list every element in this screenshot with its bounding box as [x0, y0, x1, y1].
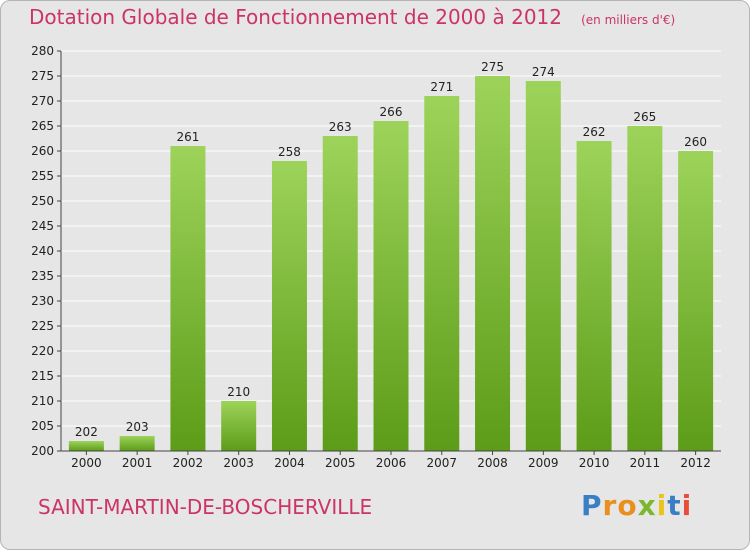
- proxiti-logo: Proxiti: [581, 489, 692, 522]
- y-tick-label: 245: [31, 219, 54, 233]
- logo-letter: t: [667, 489, 682, 522]
- x-tick-label: 2006: [376, 456, 407, 470]
- x-tick-label: 2005: [325, 456, 356, 470]
- y-tick-label: 265: [31, 119, 54, 133]
- bar: [525, 81, 561, 451]
- data-label: 275: [481, 60, 504, 74]
- title-row: Dotation Globale de Fonctionnement de 20…: [29, 5, 675, 29]
- bar: [373, 121, 409, 451]
- y-tick-label: 235: [31, 269, 54, 283]
- bar: [170, 146, 206, 451]
- data-label: 265: [633, 110, 656, 124]
- y-tick-label: 220: [31, 344, 54, 358]
- logo-letter: P: [581, 489, 603, 522]
- data-label: 210: [227, 385, 250, 399]
- x-tick-label: 2004: [274, 456, 305, 470]
- y-tick-label: 200: [31, 444, 54, 458]
- data-label: 263: [329, 120, 352, 134]
- y-tick-label: 270: [31, 94, 54, 108]
- bar: [475, 76, 511, 451]
- bar: [322, 136, 358, 451]
- data-label: 202: [75, 425, 98, 439]
- x-tick-label: 2000: [71, 456, 102, 470]
- data-label: 260: [684, 135, 707, 149]
- bar: [221, 401, 257, 451]
- logo-letter: i: [681, 489, 693, 522]
- y-tick-label: 210: [31, 394, 54, 408]
- commune-name: SAINT-MARTIN-DE-BOSCHERVILLE: [38, 495, 373, 519]
- logo-letter: o: [617, 489, 638, 522]
- y-tick-label: 240: [31, 244, 54, 258]
- chart-title: Dotation Globale de Fonctionnement de 20…: [29, 5, 562, 29]
- data-label: 258: [278, 145, 301, 159]
- bar: [119, 436, 155, 451]
- logo-letter: r: [602, 489, 618, 522]
- x-tick-label: 2007: [426, 456, 457, 470]
- y-tick-label: 215: [31, 369, 54, 383]
- y-tick-label: 225: [31, 319, 54, 333]
- x-tick-label: 2010: [579, 456, 610, 470]
- x-tick-label: 2003: [223, 456, 254, 470]
- bar: [271, 161, 307, 451]
- y-tick-label: 230: [31, 294, 54, 308]
- bar: [576, 141, 612, 451]
- x-tick-label: 2008: [477, 456, 508, 470]
- data-label: 261: [176, 130, 199, 144]
- bar: [627, 126, 663, 451]
- y-tick-label: 205: [31, 419, 54, 433]
- x-tick-label: 2009: [528, 456, 559, 470]
- x-tick-label: 2002: [173, 456, 204, 470]
- bar: [678, 151, 714, 451]
- y-tick-label: 275: [31, 69, 54, 83]
- data-label: 266: [380, 105, 403, 119]
- unit-label: (en milliers d'€): [581, 13, 676, 27]
- x-tick-label: 2011: [630, 456, 661, 470]
- y-tick-label: 280: [31, 44, 54, 58]
- bar: [424, 96, 460, 451]
- x-tick-label: 2012: [680, 456, 711, 470]
- logo-letter: x: [637, 489, 657, 522]
- logo-letter: i: [656, 489, 668, 522]
- data-label: 203: [126, 420, 149, 434]
- bar: [68, 441, 104, 451]
- x-tick-label: 2001: [122, 456, 153, 470]
- y-tick-label: 260: [31, 144, 54, 158]
- data-label: 271: [430, 80, 453, 94]
- y-tick-label: 255: [31, 169, 54, 183]
- data-label: 274: [532, 65, 555, 79]
- y-tick-label: 250: [31, 194, 54, 208]
- data-label: 262: [583, 125, 606, 139]
